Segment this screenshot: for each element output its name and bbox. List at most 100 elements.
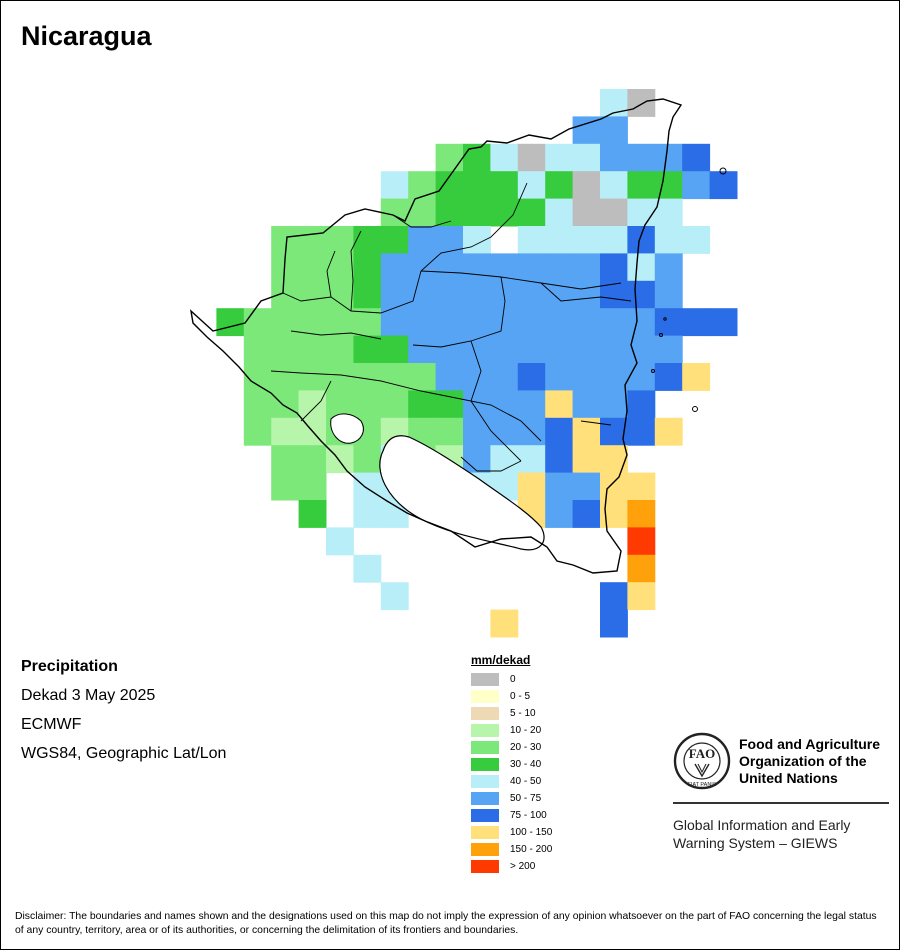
grid-cell xyxy=(517,390,546,419)
grid-cell xyxy=(600,609,628,638)
legend-label: 75 - 100 xyxy=(510,810,547,821)
grid-cell xyxy=(271,335,300,364)
legend-item: 50 - 75 xyxy=(471,790,552,807)
grid-cell xyxy=(271,280,300,309)
grid-cell xyxy=(627,527,656,556)
grid-cell xyxy=(572,171,601,200)
grid-cell xyxy=(380,253,409,282)
grid-cell xyxy=(600,226,628,254)
grid-cell xyxy=(298,445,327,474)
grid-cell xyxy=(627,417,656,446)
grid-cell xyxy=(627,143,656,172)
fao-seal-motto: FIAT PANIS xyxy=(687,782,716,788)
grid-cell xyxy=(572,198,601,227)
grid-cell xyxy=(627,363,656,391)
fao-logo-icon: FAO FIAT PANIS xyxy=(673,732,731,790)
grid-cell xyxy=(380,335,409,364)
grid-cell xyxy=(490,335,519,364)
legend-title: mm/dekad xyxy=(471,653,531,667)
grid-cell xyxy=(654,308,683,337)
grid-cell xyxy=(627,226,656,254)
legend-item: 75 - 100 xyxy=(471,807,552,824)
grid-cell xyxy=(490,390,519,419)
grid-cell xyxy=(545,472,574,501)
grid-cell xyxy=(517,335,546,364)
grid-cell xyxy=(271,363,300,391)
grid-cell xyxy=(298,363,327,391)
grid-cell xyxy=(380,582,409,611)
grid-cell xyxy=(600,116,628,145)
grid-cell xyxy=(627,500,656,528)
grid-cell xyxy=(408,335,437,364)
grid-cell xyxy=(435,280,464,309)
grid-cell xyxy=(654,171,683,200)
grid-cell xyxy=(298,472,327,501)
grid-cell xyxy=(709,308,738,337)
fao-name-line1: Food and Agriculture xyxy=(739,736,881,752)
grid-cell xyxy=(298,500,327,528)
grid-cell xyxy=(243,417,272,446)
giews-line2: Warning System – GIEWS xyxy=(673,835,838,851)
grid-cell xyxy=(572,335,601,364)
grid-cell xyxy=(326,253,354,282)
grid-cell xyxy=(654,198,683,227)
fao-name-line3: United Nations xyxy=(739,770,838,786)
grid-cell xyxy=(408,226,437,254)
legend-item: 100 - 150 xyxy=(471,824,552,841)
grid-cell xyxy=(545,198,574,227)
grid-cell xyxy=(353,472,382,501)
projection-label: WGS84, Geographic Lat/Lon xyxy=(21,745,227,762)
grid-cell xyxy=(326,363,354,391)
grid-cell xyxy=(572,280,601,309)
grid-cell xyxy=(380,171,409,200)
grid-cell xyxy=(463,253,491,282)
caribbean-islands xyxy=(651,167,727,412)
giews-name: Global Information and Early Warning Sys… xyxy=(673,816,893,852)
disclaimer-text: Disclaimer: The boundaries and names sho… xyxy=(15,911,877,936)
grid-cell xyxy=(463,363,491,391)
grid-cell xyxy=(435,253,464,282)
legend-label: 50 - 75 xyxy=(510,793,542,804)
grid-cell xyxy=(545,253,574,282)
legend-item: 0 xyxy=(471,671,552,688)
grid-cell xyxy=(490,363,519,391)
grid-cell xyxy=(353,500,382,528)
grid-cell xyxy=(353,253,382,282)
grid-cell xyxy=(682,308,711,337)
grid-cell xyxy=(654,226,683,254)
grid-cell xyxy=(353,363,382,391)
grid-cell xyxy=(572,390,601,419)
grid-cell xyxy=(463,445,491,474)
grid-cell xyxy=(517,280,546,309)
legend-item: 10 - 20 xyxy=(471,722,552,739)
fao-organization-name: Food and Agriculture Organization of the… xyxy=(739,736,899,787)
grid-cell xyxy=(243,335,272,364)
grid-cell xyxy=(435,417,464,446)
grid-cell xyxy=(682,143,711,172)
grid-cell xyxy=(435,198,464,227)
grid-cell xyxy=(298,308,327,337)
grid-cell xyxy=(545,171,574,200)
grid-cell xyxy=(353,445,382,474)
grid-cell xyxy=(627,582,656,611)
grid-cell xyxy=(572,308,601,337)
grid-cell xyxy=(600,582,628,611)
precipitation-grid xyxy=(216,89,738,638)
legend-label: 30 - 40 xyxy=(510,759,542,770)
lake-managua xyxy=(330,413,364,444)
grid-cell xyxy=(326,335,354,364)
legend-label: 40 - 50 xyxy=(510,776,542,787)
grid-cell xyxy=(572,445,601,474)
grid-cell xyxy=(408,390,437,419)
legend-swatch xyxy=(471,673,499,686)
grid-cell xyxy=(408,198,437,227)
grid-cell xyxy=(298,280,327,309)
legend-swatch xyxy=(471,707,499,720)
grid-cell xyxy=(600,308,628,337)
grid-cell xyxy=(463,143,491,172)
grid-cell xyxy=(408,363,437,391)
grid-cell xyxy=(709,171,738,200)
grid-cell xyxy=(600,390,628,419)
legend-label: 0 xyxy=(510,674,516,685)
legend-item: 20 - 30 xyxy=(471,739,552,756)
